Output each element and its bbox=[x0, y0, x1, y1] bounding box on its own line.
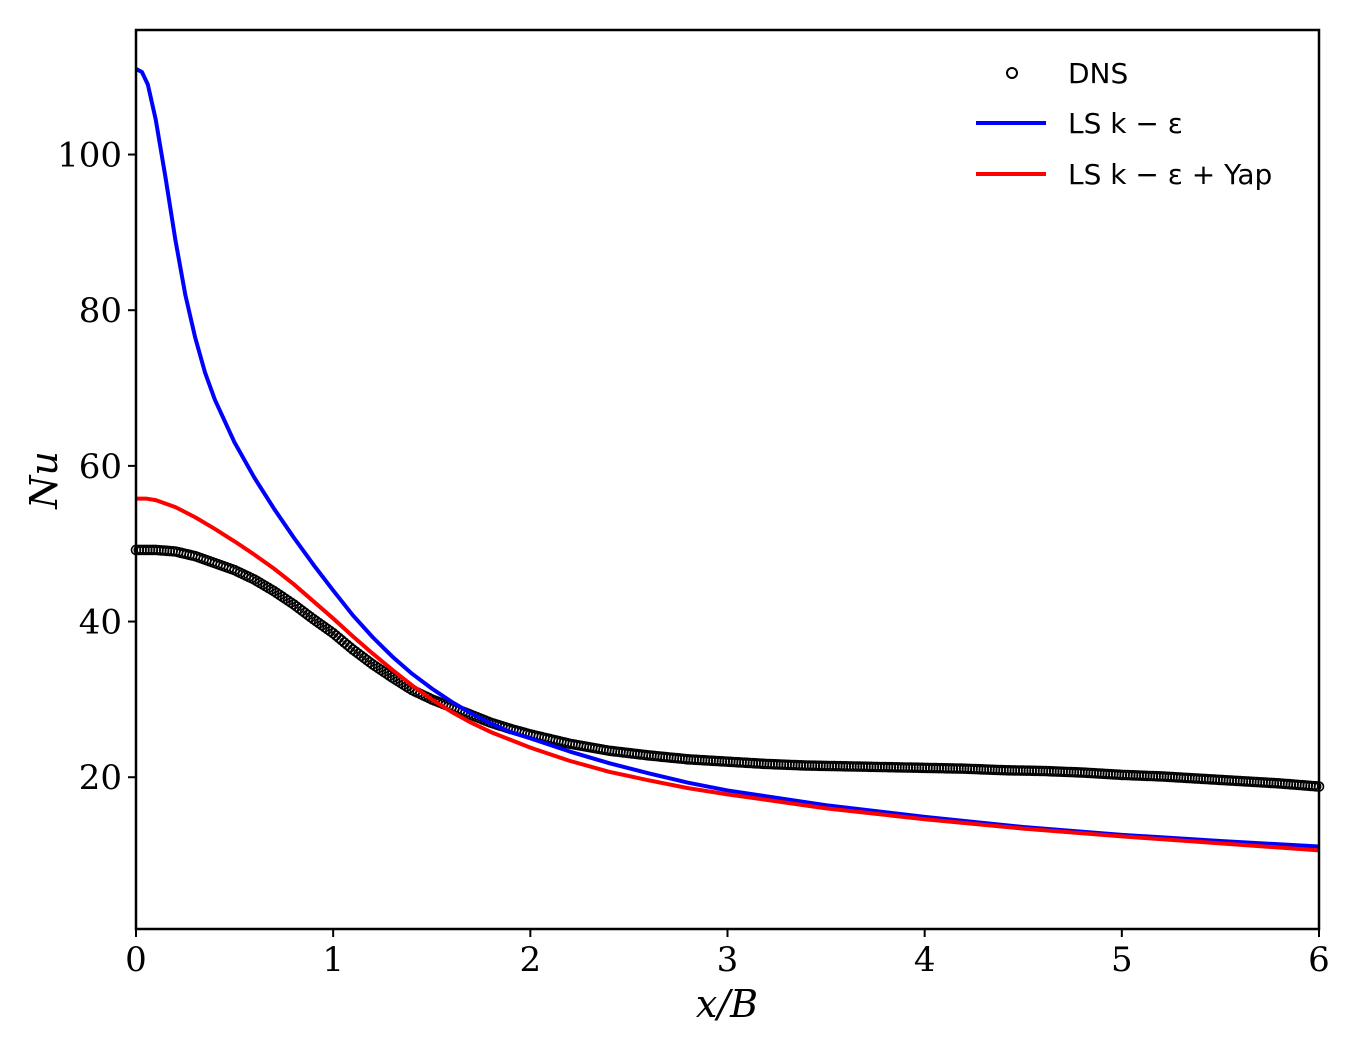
y-tick-label: 40 bbox=[79, 603, 122, 643]
legend-label-ls-k-epsilon: LS k − ε bbox=[1068, 107, 1183, 140]
legend-label-ls-k-epsilon-yap: LS k − ε + Yap bbox=[1068, 158, 1272, 191]
y-tick-label: 20 bbox=[79, 758, 122, 798]
y-tick-label: 60 bbox=[79, 447, 122, 487]
x-tick-label: 2 bbox=[520, 940, 542, 980]
series-line-ls-k-epsilon-yap bbox=[136, 496, 1320, 853]
y-tick-label: 100 bbox=[57, 136, 122, 176]
x-tick-label: 6 bbox=[1308, 940, 1330, 980]
x-tick-label: 4 bbox=[914, 940, 936, 980]
x-axis-title: x/B bbox=[696, 982, 758, 1026]
y-axis-title: Nu bbox=[22, 451, 66, 510]
x-tick-label: 1 bbox=[322, 940, 344, 980]
dns-point bbox=[387, 672, 398, 683]
series-layer bbox=[130, 67, 1325, 853]
y-tick-label: 80 bbox=[79, 291, 122, 331]
legend: DNS LS k − ε LS k − ε + Yap bbox=[976, 57, 1272, 191]
legend-marker-dns bbox=[1006, 67, 1018, 79]
legend-label-dns: DNS bbox=[1068, 57, 1128, 90]
axes-layer: 0 1 2 3 4 5 6 20 40 60 80 100 bbox=[57, 28, 1330, 980]
x-tick-label: 5 bbox=[1111, 940, 1133, 980]
x-tick-label: 0 bbox=[125, 940, 147, 980]
dns-point bbox=[389, 674, 401, 685]
series-line-ls-k-epsilon bbox=[135, 67, 1320, 849]
x-tick-label: 3 bbox=[717, 940, 739, 980]
